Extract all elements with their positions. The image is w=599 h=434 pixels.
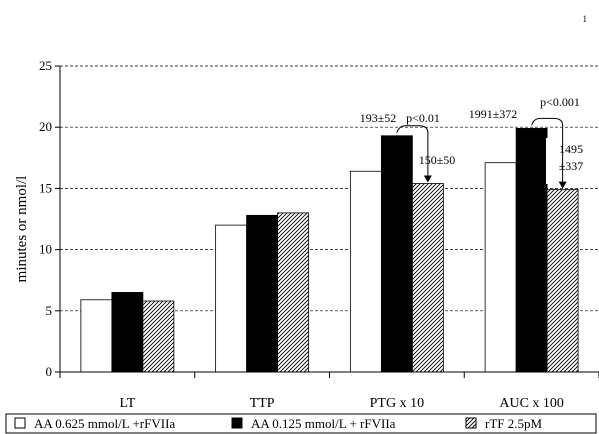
legend-swatch <box>465 417 477 429</box>
y-tick-label: 25 <box>39 58 52 73</box>
bar-3-4 <box>546 189 579 373</box>
y-tick-label: 15 <box>39 180 52 195</box>
bar-3-3 <box>411 183 444 373</box>
annotation-box <box>546 138 596 184</box>
bar-3-1 <box>142 300 175 373</box>
annotation-ptg-p-value: p<0.01 <box>406 111 440 125</box>
annotation-auc-p-value: p<0.001 <box>540 95 580 109</box>
annotation-auc-hatched-value: 1495 <box>559 142 583 156</box>
bar-1-1 <box>80 299 113 373</box>
annotation-ptg-black-value: 193±52 <box>360 111 397 125</box>
arrow-head-icon <box>423 175 432 183</box>
y-tick-label: 20 <box>39 119 52 134</box>
bars <box>80 128 579 373</box>
x-tick-label: AUC x 100 <box>499 396 564 411</box>
bar-2-2 <box>246 214 279 373</box>
y-axis-title: minutes or nmol/l <box>14 176 30 283</box>
annotation-auc-hatched-value: ±337 <box>559 159 584 173</box>
legend-swatch <box>14 417 26 429</box>
significance-bracket <box>531 117 564 126</box>
x-tick-label: PTG x 10 <box>370 396 424 411</box>
legend-label: AA 0.625 mmol/L +rFVIIa <box>34 416 175 431</box>
bar-3-2 <box>277 212 310 373</box>
y-tick-label: 5 <box>46 303 53 318</box>
legend-label: rTF 2.5pM <box>485 416 543 431</box>
bar-1-2 <box>215 224 248 373</box>
y-tick-label: 10 <box>39 242 52 257</box>
y-tick-label: 0 <box>46 364 53 379</box>
legend-box <box>5 413 597 434</box>
arrow-head-icon <box>558 181 567 189</box>
bar-1-4 <box>484 162 517 373</box>
legend: AA 0.625 mmol/L +rFVIIa AA 0.125 mmol/L +… <box>5 413 597 434</box>
bar-2-1 <box>111 292 144 373</box>
bar-1-3 <box>349 170 382 373</box>
legend-label: AA 0.125 mmol/L + rFVIIa <box>251 416 396 431</box>
annotation-ptg-hatched-value: 150±50 <box>419 153 456 167</box>
bar-2-3 <box>380 135 413 373</box>
legend-swatch <box>231 417 243 429</box>
page-number: 1 <box>582 14 588 24</box>
x-tick-label: LT <box>119 396 135 411</box>
bar-2-4 <box>515 128 548 373</box>
significance-bracket <box>396 125 429 133</box>
axes: 0 5 10 15 20 25 LT TTP PTG x 10 AUC x 100 minutes … <box>14 58 599 411</box>
annotations: 193±52 p<0.01 150±50 1991±372 p<0.001 1495 ±33… <box>360 95 596 189</box>
annotation-auc-black-value: 1991±372 <box>469 107 518 121</box>
x-tick-label: TTP <box>250 396 275 411</box>
